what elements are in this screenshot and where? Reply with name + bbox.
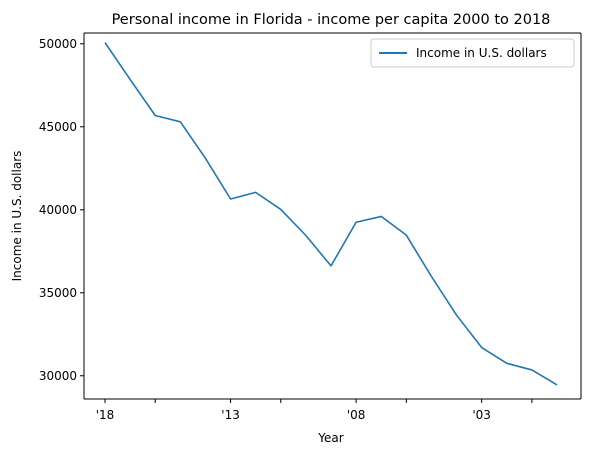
series-line — [104, 42, 558, 386]
axes-frame — [83, 32, 582, 400]
data-point — [355, 221, 357, 223]
y-tick-label: 40000 — [39, 203, 77, 217]
plot-area — [84, 33, 581, 399]
x-tick-label: '08 — [347, 408, 366, 422]
data-point — [481, 347, 483, 349]
legend-box — [370, 38, 575, 68]
chart-title: Personal income in Florida - income per … — [112, 12, 551, 28]
data-point — [380, 215, 382, 217]
y-axis-ticks: 30000 35000 40000 45000 50000 — [39, 37, 84, 383]
y-tick-label: 35000 — [39, 286, 77, 300]
data-point — [305, 235, 307, 237]
y-tick-label: 50000 — [39, 37, 77, 51]
data-point — [204, 157, 206, 159]
y-axis-label: Income in U.S. dollars — [10, 151, 24, 282]
data-point — [230, 198, 232, 200]
data-point — [556, 384, 558, 386]
x-tick-label: '13 — [221, 408, 240, 422]
data-point — [104, 42, 106, 44]
x-axis-ticks: '18 '13 '08 '03 — [96, 399, 533, 422]
legend: Income in U.S. dollars — [370, 38, 575, 68]
data-point — [129, 78, 131, 80]
data-point — [506, 362, 508, 364]
data-point — [330, 265, 332, 267]
y-tick-label: 30000 — [39, 369, 77, 383]
data-point — [255, 191, 257, 193]
data-point — [456, 314, 458, 316]
data-point — [280, 208, 282, 210]
legend-label: Income in U.S. dollars — [416, 46, 547, 60]
data-point — [405, 234, 407, 236]
x-tick-label: '18 — [96, 408, 115, 422]
y-tick-label: 45000 — [39, 120, 77, 134]
series-group — [104, 42, 558, 386]
x-axis-label: Year — [317, 431, 343, 445]
x-tick-label: '03 — [472, 408, 491, 422]
data-point — [179, 121, 181, 123]
data-point — [430, 276, 432, 278]
data-point — [531, 369, 533, 371]
data-point — [154, 115, 156, 117]
